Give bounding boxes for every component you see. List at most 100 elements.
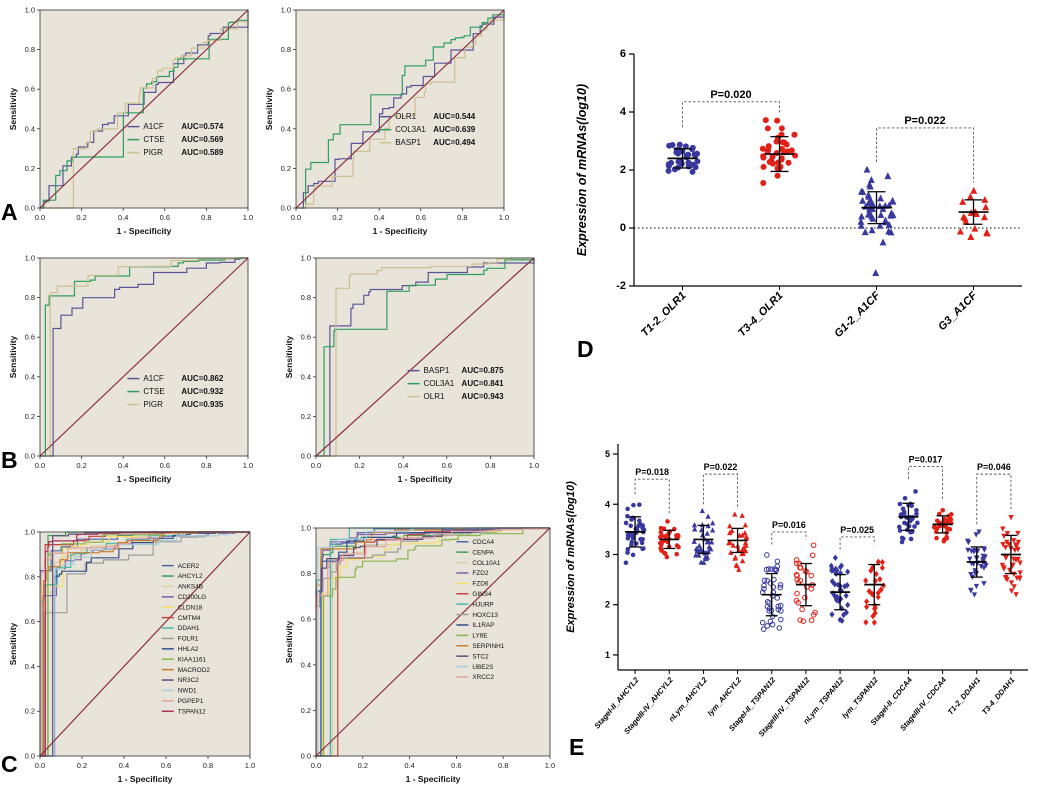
panel-label-c: C bbox=[1, 751, 18, 777]
scatter-group-T3-4_DDAH1 bbox=[999, 515, 1023, 598]
svg-text:1: 1 bbox=[605, 650, 610, 660]
svg-text:0.4: 0.4 bbox=[301, 372, 311, 381]
y-ticks: -2 0 2 4 6 bbox=[616, 48, 634, 292]
plot-border bbox=[315, 527, 551, 757]
legend-gene-label: STC2 bbox=[472, 653, 489, 660]
legend-gene-label: OLR1 bbox=[395, 112, 416, 121]
error-bar-T1-2_OLR1 bbox=[667, 148, 698, 169]
svg-text:0.6: 0.6 bbox=[301, 333, 311, 342]
legend-auc-value: AUC=0.589 bbox=[181, 148, 224, 157]
plot-border bbox=[39, 531, 251, 757]
legend-gene-label: PIGR bbox=[143, 148, 163, 157]
error-bar-T1-2_DDAH1 bbox=[966, 546, 987, 578]
significance-bracket bbox=[682, 101, 780, 128]
svg-text:0.8: 0.8 bbox=[201, 461, 211, 470]
svg-text:0.0: 0.0 bbox=[25, 204, 35, 213]
chart-roc-b-left: 0.00.0 0.2 0.2 0.4 0.4 0.6 0.6 0.8 0.8 1.0 1.0 1 - … bbox=[8, 254, 254, 485]
svg-text:0.8: 0.8 bbox=[457, 213, 467, 222]
svg-text:0.2: 0.2 bbox=[76, 213, 86, 222]
legend-auc-value: AUC=0.574 bbox=[181, 122, 224, 131]
error-bar-T3-4_DDAH1 bbox=[1000, 534, 1021, 575]
axis-ticks: 0.00.0 0.2 0.2 0.4 0.4 0.6 0.6 0.8 0.8 1.0 1.0 bbox=[25, 254, 254, 471]
legend-auc-value: AUC=0.841 bbox=[462, 379, 505, 388]
x-category-label: lym_AHCYL2 bbox=[706, 675, 744, 718]
panel-label-a: A bbox=[1, 199, 18, 225]
axis-ticks: 0.00.0 0.2 0.2 0.4 0.4 0.6 0.6 0.8 0.8 1.0 1.0 bbox=[301, 254, 540, 471]
legend-auc-value: AUC=0.544 bbox=[433, 112, 476, 121]
svg-text:1.0: 1.0 bbox=[301, 254, 311, 263]
reference-diagonal bbox=[295, 9, 505, 209]
legend-auc-value: AUC=0.875 bbox=[462, 366, 505, 375]
roc-curve-COL3A1 bbox=[316, 258, 535, 457]
legend-gene-label: COL3A1 bbox=[395, 125, 426, 134]
error-bar-nLym_AHCYL2 bbox=[693, 524, 714, 555]
plot-border bbox=[39, 257, 249, 457]
legend-gene-label: UBE2S bbox=[472, 664, 493, 671]
roc-curve-HHLA2 bbox=[40, 531, 250, 757]
panel-label-d: D bbox=[577, 336, 594, 362]
svg-text:1.0: 1.0 bbox=[243, 461, 253, 470]
p-value-label: P=0.016 bbox=[772, 520, 806, 530]
svg-text:2: 2 bbox=[620, 164, 626, 176]
axis-ticks: 0.00.0 0.2 0.2 0.4 0.4 0.6 0.6 0.8 0.8 1.0 1.0 bbox=[25, 6, 254, 223]
x-axis-label: 1 - Specificity bbox=[373, 226, 428, 236]
roc-curve-A1CF bbox=[40, 257, 248, 457]
error-bar-lym_AHCYL2 bbox=[727, 527, 748, 554]
x-axis-label: 1 - Specificity bbox=[406, 774, 461, 784]
reference-diagonal bbox=[315, 527, 551, 757]
roc-curve-OLR1 bbox=[316, 257, 534, 457]
svg-text:0.2: 0.2 bbox=[301, 412, 311, 421]
error-bar-StageI-II_TSPAN12 bbox=[761, 572, 782, 617]
legend-gene-label: ANKS4B bbox=[178, 584, 203, 591]
legend-gene-label: ACER2 bbox=[178, 563, 200, 570]
legend-gene-label: NWD1 bbox=[178, 688, 197, 695]
svg-text:-2: -2 bbox=[616, 280, 626, 292]
significance-bracket bbox=[771, 531, 807, 545]
legend-gene-label: CTSE bbox=[143, 135, 164, 144]
p-value-label: P=0.025 bbox=[840, 525, 874, 535]
svg-text:0.6: 0.6 bbox=[25, 85, 35, 94]
error-bar-StageI-II_CDCA4 bbox=[898, 502, 919, 532]
legend-gene-label: HJURP bbox=[472, 601, 493, 608]
plot-border bbox=[39, 9, 249, 209]
significance-bracket bbox=[634, 478, 670, 515]
legend-gene-label: A1CF bbox=[143, 122, 164, 131]
legend-gene-label: HHLA2 bbox=[178, 646, 199, 653]
x-axis-label: 1 - Specificity bbox=[117, 474, 172, 484]
legend-gene-label: FZD2 bbox=[472, 570, 488, 577]
chart-roc-a-right: 0.00.0 0.2 0.2 0.4 0.4 0.6 0.6 0.8 0.8 1.0 1.0 1 - … bbox=[264, 6, 509, 237]
legend-auc-value: AUC=0.935 bbox=[181, 400, 224, 409]
legend-gene-label: CDCA4 bbox=[472, 539, 494, 546]
svg-text:1.0: 1.0 bbox=[245, 761, 255, 770]
axis-ticks: 0.00.0 0.2 0.2 0.4 0.4 0.6 0.6 0.8 0.8 1.0 1.0 bbox=[301, 524, 556, 771]
svg-text:0.6: 0.6 bbox=[281, 85, 291, 94]
svg-text:0.2: 0.2 bbox=[332, 213, 342, 222]
svg-text:0.8: 0.8 bbox=[498, 761, 508, 770]
roc-curve-CTSE bbox=[40, 10, 249, 209]
svg-text:0.6: 0.6 bbox=[25, 617, 35, 626]
roc-curve-PIGR bbox=[40, 257, 248, 457]
significance-bracket bbox=[976, 473, 1012, 525]
error-bar-G3_A1CF bbox=[958, 199, 989, 225]
legend: OLR1 AUC=0.544 COL3A1 AUC=0.639 BASP1 AUC=0.4… bbox=[379, 112, 476, 147]
legend-gene-label: BASP1 bbox=[424, 366, 450, 375]
svg-text:1.0: 1.0 bbox=[499, 213, 509, 222]
plot-border bbox=[315, 257, 535, 457]
legend-gene-label: PGPEP1 bbox=[178, 698, 204, 705]
chart-roc-c-left: 0.00.0 0.2 0.2 0.4 0.4 0.6 0.6 0.8 0.8 1.0 1.0 1 - … bbox=[8, 528, 255, 785]
error-bar-StageI-II_AHCYL2 bbox=[625, 516, 646, 548]
svg-text:0.4: 0.4 bbox=[118, 461, 128, 470]
y-axis-label: Sensitivity bbox=[284, 335, 294, 378]
svg-text:2: 2 bbox=[605, 600, 610, 610]
svg-text:0.6: 0.6 bbox=[25, 333, 35, 342]
svg-text:1.0: 1.0 bbox=[545, 761, 555, 770]
scatter-group-T1-2_DDAH1 bbox=[964, 529, 989, 598]
svg-text:0.0: 0.0 bbox=[311, 461, 321, 470]
legend-gene-label: AHCYL2 bbox=[178, 573, 203, 580]
svg-text:0.0: 0.0 bbox=[281, 204, 291, 213]
error-bar-G1-2_A1CF bbox=[861, 191, 892, 225]
svg-text:0.8: 0.8 bbox=[25, 45, 35, 54]
roc-curve-PIGR bbox=[40, 10, 249, 209]
svg-text:0.0: 0.0 bbox=[301, 452, 311, 461]
